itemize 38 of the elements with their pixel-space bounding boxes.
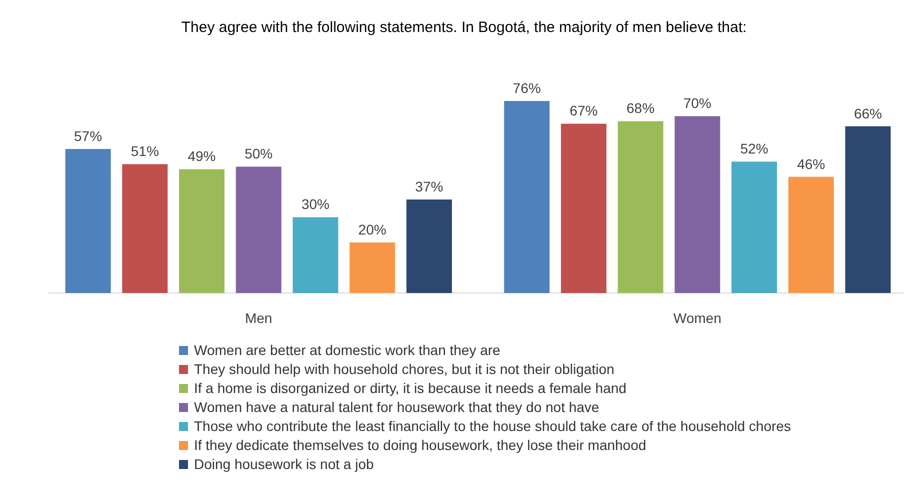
bar <box>236 166 282 293</box>
legend-label: Doing housework is not a job <box>194 456 374 472</box>
data-label: 51% <box>130 143 159 160</box>
data-label: 57% <box>74 128 102 144</box>
data-label: 76% <box>512 80 541 96</box>
bar <box>732 162 777 293</box>
bar <box>788 176 834 293</box>
legend-label: If they dedicate themselves to doing housework, they lose their manhood <box>194 437 646 453</box>
bar <box>292 217 338 293</box>
bar <box>618 121 664 293</box>
bar <box>179 169 224 293</box>
bar <box>504 101 550 293</box>
data-label: 46% <box>797 156 826 172</box>
data-label: 50% <box>244 146 273 162</box>
data-label: 68% <box>626 100 655 116</box>
bar <box>65 149 111 293</box>
legend-label: If a home is disorganized or dirty, it is because it needs a female hand <box>194 380 626 396</box>
chart-title: They agree with the following statements. In Bogotá, the majority of men believe that: <box>181 19 747 36</box>
legend-label: Women are better at domestic work than they are <box>194 342 501 358</box>
bar <box>122 164 168 293</box>
data-label: 37% <box>415 178 444 195</box>
bar <box>406 200 452 293</box>
bar <box>845 126 891 293</box>
data-label: 66% <box>854 105 882 122</box>
bar <box>350 242 396 293</box>
data-label: 20% <box>358 221 386 238</box>
x-tick-label: Women <box>673 310 722 326</box>
data-label: 30% <box>301 196 330 212</box>
bar <box>674 116 720 293</box>
data-label: 67% <box>570 102 598 119</box>
legend-label: Women have a natural talent for housework that they do not have <box>194 399 600 415</box>
data-label: 70% <box>683 95 712 112</box>
bar <box>560 124 606 293</box>
data-label: 52% <box>740 140 768 157</box>
x-tick-label: Men <box>244 310 272 326</box>
legend-label: They should help with household chores, but it is not their obligation <box>194 361 614 377</box>
legend-label: Those who contribute the least financially to the house should take care of the household chores <box>194 418 791 434</box>
data-label: 49% <box>188 148 216 164</box>
